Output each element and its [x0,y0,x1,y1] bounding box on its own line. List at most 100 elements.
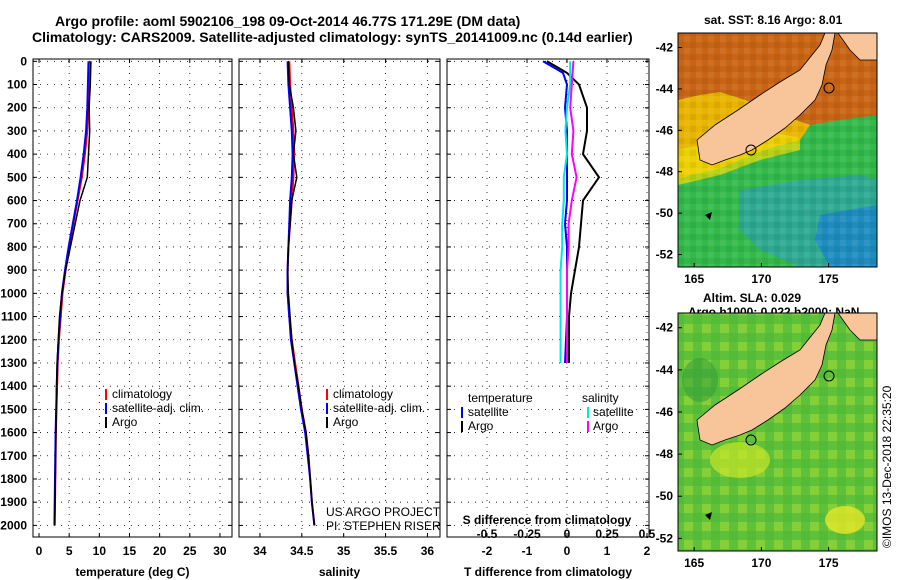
lat-tick-label: -46 [656,405,674,419]
depth-tick-label: 2000 [0,518,27,532]
plot-frame [32,58,233,538]
imos-stamp: ©IMOS 13-Dec-2018 22:35:20 [880,385,894,548]
depth-tick-label: 100 [7,78,27,92]
depth-tick-label: 1200 [0,333,27,347]
sst-chatham-marker [823,82,835,94]
sst-map [677,32,878,268]
x-tick-label: 0 [36,544,43,558]
depth-tick-label: 600 [7,194,27,208]
s-axis-label: S difference from climatology [463,513,632,527]
series-line-s-satellite [559,61,572,363]
plot-frame [446,58,650,538]
series-line-argo [53,61,92,526]
sst-map-title: sat. SST: 8.16 Argo: 8.01 [704,13,843,27]
legend-label: satellite [468,405,509,419]
depth-tick-label: 400 [7,147,27,161]
lat-tick-label: -46 [656,123,674,137]
plot-frame [238,58,441,538]
lat-tick-label: -52 [656,531,674,545]
series-line-satellite-adj-clim- [286,61,316,526]
legend-title-temperature: temperature [468,391,533,405]
sst-land-north-island [837,33,877,61]
legend-label: climatology [333,387,393,401]
x-tick-label: 34 [253,544,267,558]
lat-tick-label: -48 [656,447,674,461]
sla-chatham-marker [823,370,835,382]
depth-tick-label: 1000 [0,286,27,300]
sla-map-title-1: Altim. SLA: 0.029 [703,291,801,305]
x-tick-label: -1 [522,544,533,558]
depth-tick-label: 1900 [0,495,27,509]
salinity-panel: 34 34.5 35 35.5 36 salinity climatologysatelli… [238,58,441,579]
sla-island [705,512,712,520]
sla-high-anomaly-1 [710,442,770,478]
x-tick-label: 36 [421,544,435,558]
series-line-argo [286,61,316,526]
lat-tick-label: -50 [656,489,674,503]
sst-frame [677,32,878,268]
lat-tick-label: -52 [656,248,674,262]
header-line-1: Argo profile: aoml 5902106_198 09-Oct-20… [55,13,520,29]
series-line-climatology [53,61,92,526]
sla-high-anomaly-2 [825,506,865,534]
lon-tick-label: 175 [819,272,839,286]
series-line-satellite-adj-clim- [53,61,90,526]
x-tick-label: 35.5 [374,544,398,558]
x-tick-label: 35 [337,544,351,558]
legend-label: Argo [468,419,494,433]
depth-tick-label: 1700 [0,449,27,463]
lat-tick-label: -50 [656,206,674,220]
series-line-t-argo [546,60,601,363]
lon-tick-label: 175 [819,556,839,570]
sla-land-north-island [837,313,877,341]
x-tick-label: 1 [604,544,611,558]
lat-tick-label: -42 [656,321,674,335]
x-tick-label: -2 [482,544,493,558]
sla-argo-location [745,434,757,446]
legend-label: climatology [112,387,172,401]
x-tick-label: 2 [644,544,651,558]
depth-tick-label: 1500 [0,402,27,416]
series-line-s-argo [566,61,578,363]
lon-tick-label: 165 [684,272,704,286]
lat-tick-label: -44 [656,363,674,377]
sst-argo-location [745,144,757,156]
depth-tick-label: 800 [7,240,27,254]
s-tick-label: 0 [564,527,571,541]
lat-tick-label: -42 [656,40,674,54]
legend-title-salinity: salinity [582,391,619,405]
x-tick-label: 25 [183,544,197,558]
lon-tick-label: 170 [751,272,771,286]
credit-project: US ARGO PROJECT [326,505,441,519]
sla-map-ticks: -42 -44 -46 -48 -50 -52 165 170 175 [656,321,839,570]
x-tick-label: 5 [66,544,73,558]
s-tick-label: -0.25 [513,527,541,541]
credit-pi: PI: STEPHEN RISER [326,519,441,533]
temperature-panel: 0 5 10 15 20 25 30 temperature (deg C) climatolo… [32,58,233,579]
depth-tick-label: 500 [7,170,27,184]
depth-axis: 0 100 200 300 400 500 600 700 800 900 1000 1100 1200… [0,54,27,532]
legend-label: Argo [112,415,138,429]
x-axis-label: salinity [319,565,361,579]
sst-island [705,212,712,220]
lon-tick-label: 165 [684,556,704,570]
depth-tick-label: 1800 [0,472,27,486]
legend-label: satellite-adj. clim. [112,401,204,415]
sla-land-south-island [696,313,836,446]
depth-tick-label: 0 [20,54,27,68]
sla-map [677,312,878,552]
s-tick-label: 0.5 [639,527,656,541]
header-line-2: Climatology: CARS2009. Satellite-adjuste… [32,29,633,45]
depth-tick-label: 700 [7,217,27,231]
x-tick-label: 30 [213,544,227,558]
legend-label: satellite [593,405,634,419]
x-axis-label: temperature (deg C) [75,565,189,579]
x-tick-label: 34.5 [290,544,314,558]
lat-tick-label: -44 [656,82,674,96]
lon-tick-label: 170 [751,556,771,570]
depth-tick-label: 1600 [0,426,27,440]
sla-low-anomaly [682,358,718,402]
sst-land-south-island [696,33,836,166]
depth-tick-label: 200 [7,101,27,115]
